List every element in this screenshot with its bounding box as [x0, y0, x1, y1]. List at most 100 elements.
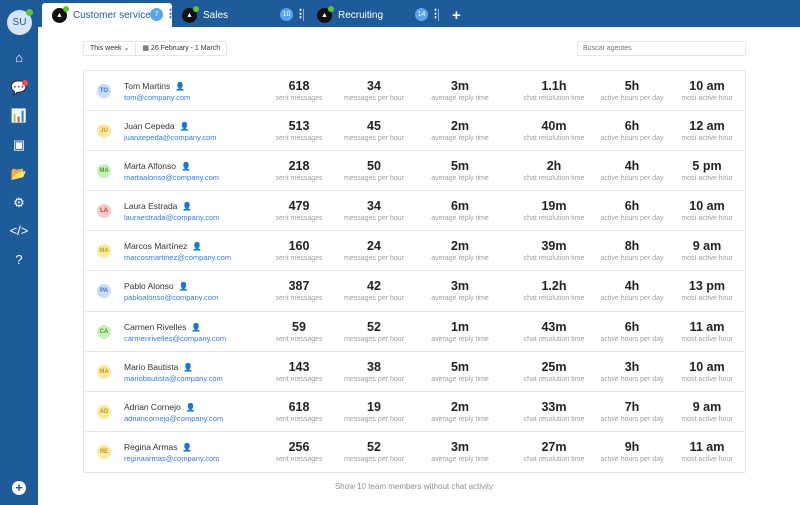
agent-email[interactable]: marcosmartinez@company.com [124, 253, 232, 263]
stat-reply: 3m average reply time [415, 79, 505, 102]
agent-email[interactable]: adriancornejo@company.com [124, 413, 224, 423]
stat-mph: 24 messages per hour [329, 239, 419, 262]
stat-value: 34 [367, 79, 381, 93]
agent-row[interactable]: LA Laura Estrada 👤 lauraestrada@company.c… [84, 191, 745, 232]
stat-label: chat resolution time [523, 135, 585, 143]
tab-label: Recruiting [338, 9, 384, 21]
add-tab-button[interactable]: + [452, 6, 461, 24]
stat-label: chat resolution time [523, 95, 585, 102]
stat-value: 2m [450, 239, 470, 254]
gear-icon[interactable]: ⚙ [13, 195, 25, 210]
stat-value: 10 am [689, 199, 725, 214]
stat-value: 1.1h [541, 79, 567, 93]
search-agents-input[interactable] [577, 41, 746, 56]
user-avatar[interactable]: SU [7, 9, 33, 35]
notification-dot [22, 80, 28, 86]
period-select[interactable]: This week ⌄ [84, 42, 137, 55]
agent-email[interactable]: juanzepeda@company.com [124, 133, 217, 143]
stat-value: 9 am [692, 239, 722, 254]
agent-row[interactable]: JU Juan Cepeda 👤 juanzepeda@company.com 51… [84, 111, 745, 152]
stat-value: 618 [288, 79, 310, 93]
agent-email[interactable]: lauraestrada@company.com [124, 213, 220, 223]
agent-email[interactable]: martaalonso@company.com [124, 173, 220, 183]
stat-active: 9h active hours per day [587, 440, 677, 463]
stat-label: most active hour [681, 375, 733, 383]
stat-value: 387 [288, 279, 310, 294]
agent-row[interactable]: RE Regina Armas 👤 reginaarmas@company.com… [84, 432, 745, 472]
agent-email[interactable]: reginaarmas@company.com [124, 453, 220, 463]
kebab-menu-icon[interactable]: ⋮ [165, 8, 176, 20]
tab-divider [438, 9, 439, 21]
stat-value: 24 [367, 239, 381, 254]
stat-value: 7h [624, 399, 640, 414]
stat-hour: 11 am most active hour [662, 440, 752, 463]
agent-row[interactable]: MA Marcos Martínez 👤 marcosmartinez@compa… [84, 231, 745, 272]
tab-label: Sales [203, 9, 229, 21]
stat-label: most active hour [681, 295, 733, 303]
stat-resolution: 33m chat resolution time [509, 400, 599, 423]
kebab-menu-icon[interactable]: ⋮ [295, 8, 306, 20]
stat-value: 4h [624, 279, 640, 294]
agent-row[interactable]: MA Mario Bautista 👤 mariobautista@company… [84, 352, 745, 392]
stat-label: sent messages [275, 175, 323, 183]
stat-active: 6h active hours per day [587, 199, 677, 222]
agent-row[interactable]: MA Marta Alfonso 👤 martaalonso@company.co… [84, 151, 745, 192]
tab-sales[interactable]: ▲ Sales 10 ⋮ [172, 3, 306, 27]
stat-value: 39m [541, 239, 567, 254]
agent-name: Marcos Martínez [124, 241, 188, 252]
stat-label: sent messages [275, 95, 323, 102]
kebab-menu-icon[interactable]: ⋮ [430, 8, 441, 20]
home-icon[interactable]: ⌂ [15, 50, 23, 65]
stat-label: messages per hour [344, 95, 404, 102]
contacts-icon[interactable]: ▣ [12, 137, 26, 152]
stat-label: average reply time [431, 335, 489, 343]
stat-mph: 45 messages per hour [329, 119, 419, 142]
stat-value: 160 [288, 239, 310, 254]
period-value: This week [90, 45, 122, 52]
show-inactive-link[interactable]: Show 10 team members without chat activi… [334, 482, 494, 491]
stat-label: chat resolution time [523, 175, 585, 183]
code-icon[interactable]: </> [9, 223, 29, 238]
stat-value: 2m [450, 119, 470, 134]
agent-email[interactable]: carmenrivelles@company.com [124, 333, 227, 343]
folder-icon[interactable]: 📂 [10, 166, 28, 181]
tab-recruiting[interactable]: ▲ Recruiting 14 ⋮ [307, 3, 441, 27]
agent-role-icon: 👤 [185, 402, 196, 412]
stat-hour: 10 am most active hour [662, 79, 752, 102]
agent-row[interactable]: TO Tom Martins 👤 tom@company.com 618 sent m… [84, 71, 745, 112]
agent-row[interactable]: CA Carmen Rivelles 👤 carmenrivelles@compa… [84, 312, 745, 352]
tab-label: Customer service [73, 9, 151, 21]
stat-value: 13 pm [688, 279, 726, 294]
stat-reply: 5m average reply time [415, 360, 505, 383]
tab-customer-service[interactable]: ▲ Customer service 7 ⋮ [42, 3, 176, 27]
stat-value: 1.2h [541, 279, 567, 294]
stat-value: 19m [541, 199, 567, 214]
stat-resolution: 2h chat resolution time [509, 159, 599, 182]
tab-count-badge: 10 [280, 8, 293, 21]
stats-icon[interactable]: 📊 [10, 108, 28, 123]
agent-email[interactable]: pabloalonso@company.com [124, 293, 219, 303]
stat-mph: 38 messages per hour [329, 360, 419, 383]
stat-hour: 13 pm most active hour [662, 279, 752, 302]
stat-value: 513 [288, 119, 310, 134]
add-button[interactable]: + [12, 481, 26, 495]
date-range-picker[interactable]: ▦ 26 February - 1 March [136, 42, 226, 55]
help-icon[interactable]: ? [15, 252, 23, 267]
stat-label: sent messages [275, 415, 323, 423]
chat-icon[interactable]: 💬 [10, 80, 28, 95]
stat-value: 3m [450, 439, 470, 454]
online-status-dot [26, 9, 33, 16]
agent-row[interactable]: AD Adrian Cornejo 👤 adriancornejo@company… [84, 392, 745, 432]
agent-email[interactable]: mariobautista@company.com [124, 373, 223, 383]
stat-label: active hours per day [600, 135, 664, 143]
agent-row[interactable]: PA Pablo Alonso 👤 pabloalonso@company.com… [84, 271, 745, 312]
stat-value: 256 [288, 439, 310, 454]
stat-reply: 2m average reply time [415, 400, 505, 423]
stat-value: 52 [367, 439, 381, 454]
stat-value: 9 am [692, 399, 722, 414]
stat-value: 25m [541, 359, 567, 374]
agent-email[interactable]: tom@company.com [124, 93, 191, 102]
agent-avatar: MA [97, 244, 111, 259]
stat-resolution: 25m chat resolution time [509, 360, 599, 383]
stat-label: most active hour [681, 135, 733, 143]
